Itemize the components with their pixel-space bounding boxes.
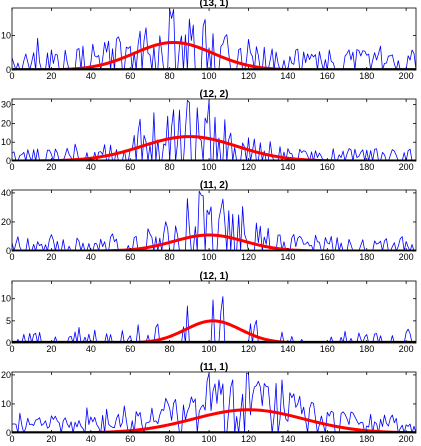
x-tick-label: 40 [86, 252, 96, 262]
y-tick-label: 30 [1, 100, 11, 110]
x-tick-label: 80 [165, 252, 175, 262]
x-tick-label: 180 [359, 162, 374, 172]
subplot-title: (12, 1) [200, 271, 229, 282]
y-tick-label: 0 [6, 65, 11, 75]
x-tick-label: 20 [46, 344, 56, 354]
signal-line [12, 99, 416, 161]
y-tick-label: 10 [1, 399, 11, 409]
x-tick-label: 160 [320, 162, 335, 172]
x-tick-label: 100 [202, 434, 217, 444]
x-tick-label: 80 [165, 434, 175, 444]
x-tick-label: 120 [241, 252, 256, 262]
data-layer [12, 296, 416, 343]
x-tick-label: 140 [280, 252, 295, 262]
x-tick-label: 120 [241, 434, 256, 444]
x-tick-label: 20 [46, 162, 56, 172]
y-tick-label: 10 [1, 31, 11, 41]
fit-curve-line [12, 319, 416, 343]
x-tick-label: 180 [359, 344, 374, 354]
x-tick-label: 200 [399, 162, 414, 172]
signal-line [12, 8, 416, 70]
x-tick-label: 120 [241, 344, 256, 354]
subplot-title: (11, 1) [200, 362, 228, 373]
x-tick-label: 20 [46, 71, 56, 81]
x-tick-label: 60 [125, 162, 135, 172]
x-tick-label: 140 [280, 71, 295, 81]
x-tick-label: 80 [165, 344, 175, 354]
axes-frame [11, 7, 417, 71]
data-layer [12, 99, 416, 161]
x-tick-label: 120 [241, 162, 256, 172]
x-tick-label: 60 [125, 71, 135, 81]
x-tick-label: 160 [320, 344, 335, 354]
fit-curve-line [12, 233, 416, 251]
axes-frame [11, 280, 417, 344]
x-tick-label: 60 [125, 344, 135, 354]
x-tick-label: 160 [320, 434, 335, 444]
y-tick-label: 5 [6, 316, 11, 326]
axes-frame [11, 98, 417, 162]
x-tick-label: 20 [46, 434, 56, 444]
data-layer [12, 8, 416, 70]
y-tick-label: 40 [1, 188, 11, 198]
y-tick-label: 10 [1, 294, 11, 304]
x-tick-label: 100 [202, 344, 217, 354]
subplot-5: (11, 1) 0 20 40 60 80 100 120 140 160 180 200 0 10 20 [1, 362, 417, 444]
x-tick-label: 180 [359, 71, 374, 81]
subplot-2: (12, 2) 0 20 40 60 80 100 120 140 160 180 200 0 10 20 3… [1, 89, 417, 172]
x-tick-label: 160 [320, 71, 335, 81]
y-tick-label: 0 [6, 338, 11, 348]
y-tick-label: 0 [6, 156, 11, 166]
subplot-title: (13, 1) [200, 0, 229, 9]
x-tick-label: 200 [399, 252, 414, 262]
signal-line [12, 372, 416, 433]
axes-frame [11, 189, 417, 252]
x-tick-label: 180 [359, 434, 374, 444]
subplot-4: (12, 1) 0 20 40 60 80 100 120 140 160 180 200 0 5 10 [1, 271, 417, 354]
subplot-1: (13, 1) 0 20 40 60 80 100 120 140 160 180 200 0 10 [1, 0, 417, 81]
x-tick-label: 200 [399, 71, 414, 81]
x-tick-label: 80 [165, 71, 175, 81]
x-tick-label: 0 [9, 71, 14, 81]
x-tick-label: 40 [86, 162, 96, 172]
y-tick-label: 10 [1, 137, 11, 147]
x-tick-label: 200 [399, 434, 414, 444]
x-tick-label: 40 [86, 344, 96, 354]
x-tick-label: 40 [86, 434, 96, 444]
x-tick-label: 120 [241, 71, 256, 81]
subplot-title: (11, 2) [200, 180, 228, 191]
subplot-title: (12, 2) [200, 89, 229, 100]
y-tick-label: 20 [1, 217, 11, 227]
data-layer [12, 372, 416, 433]
x-tick-label: 0 [9, 162, 14, 172]
x-tick-label: 100 [202, 162, 217, 172]
x-tick-label: 100 [202, 71, 217, 81]
x-tick-label: 60 [125, 434, 135, 444]
x-tick-label: 0 [9, 434, 14, 444]
x-tick-label: 140 [280, 434, 295, 444]
x-tick-label: 0 [9, 252, 14, 262]
x-tick-label: 80 [165, 162, 175, 172]
x-tick-label: 140 [280, 344, 295, 354]
y-tick-label: 0 [6, 428, 11, 438]
x-tick-label: 160 [320, 252, 335, 262]
x-tick-label: 200 [399, 344, 414, 354]
x-tick-label: 100 [202, 252, 217, 262]
x-tick-label: 40 [86, 71, 96, 81]
y-tick-label: 0 [6, 246, 11, 256]
y-tick-label: 20 [1, 370, 11, 380]
x-tick-label: 60 [125, 252, 135, 262]
signal-line [12, 190, 416, 251]
x-tick-label: 140 [280, 162, 295, 172]
fit-curve-line [12, 135, 416, 161]
axes-frame [11, 371, 417, 434]
y-tick-label: 20 [1, 118, 11, 128]
subplot-3: (11, 2) 0 20 40 60 80 100 120 140 160 180 200 0 20 40 [1, 180, 417, 262]
x-tick-label: 0 [9, 344, 14, 354]
x-tick-label: 20 [46, 252, 56, 262]
x-tick-label: 180 [359, 252, 374, 262]
data-layer [12, 190, 416, 251]
